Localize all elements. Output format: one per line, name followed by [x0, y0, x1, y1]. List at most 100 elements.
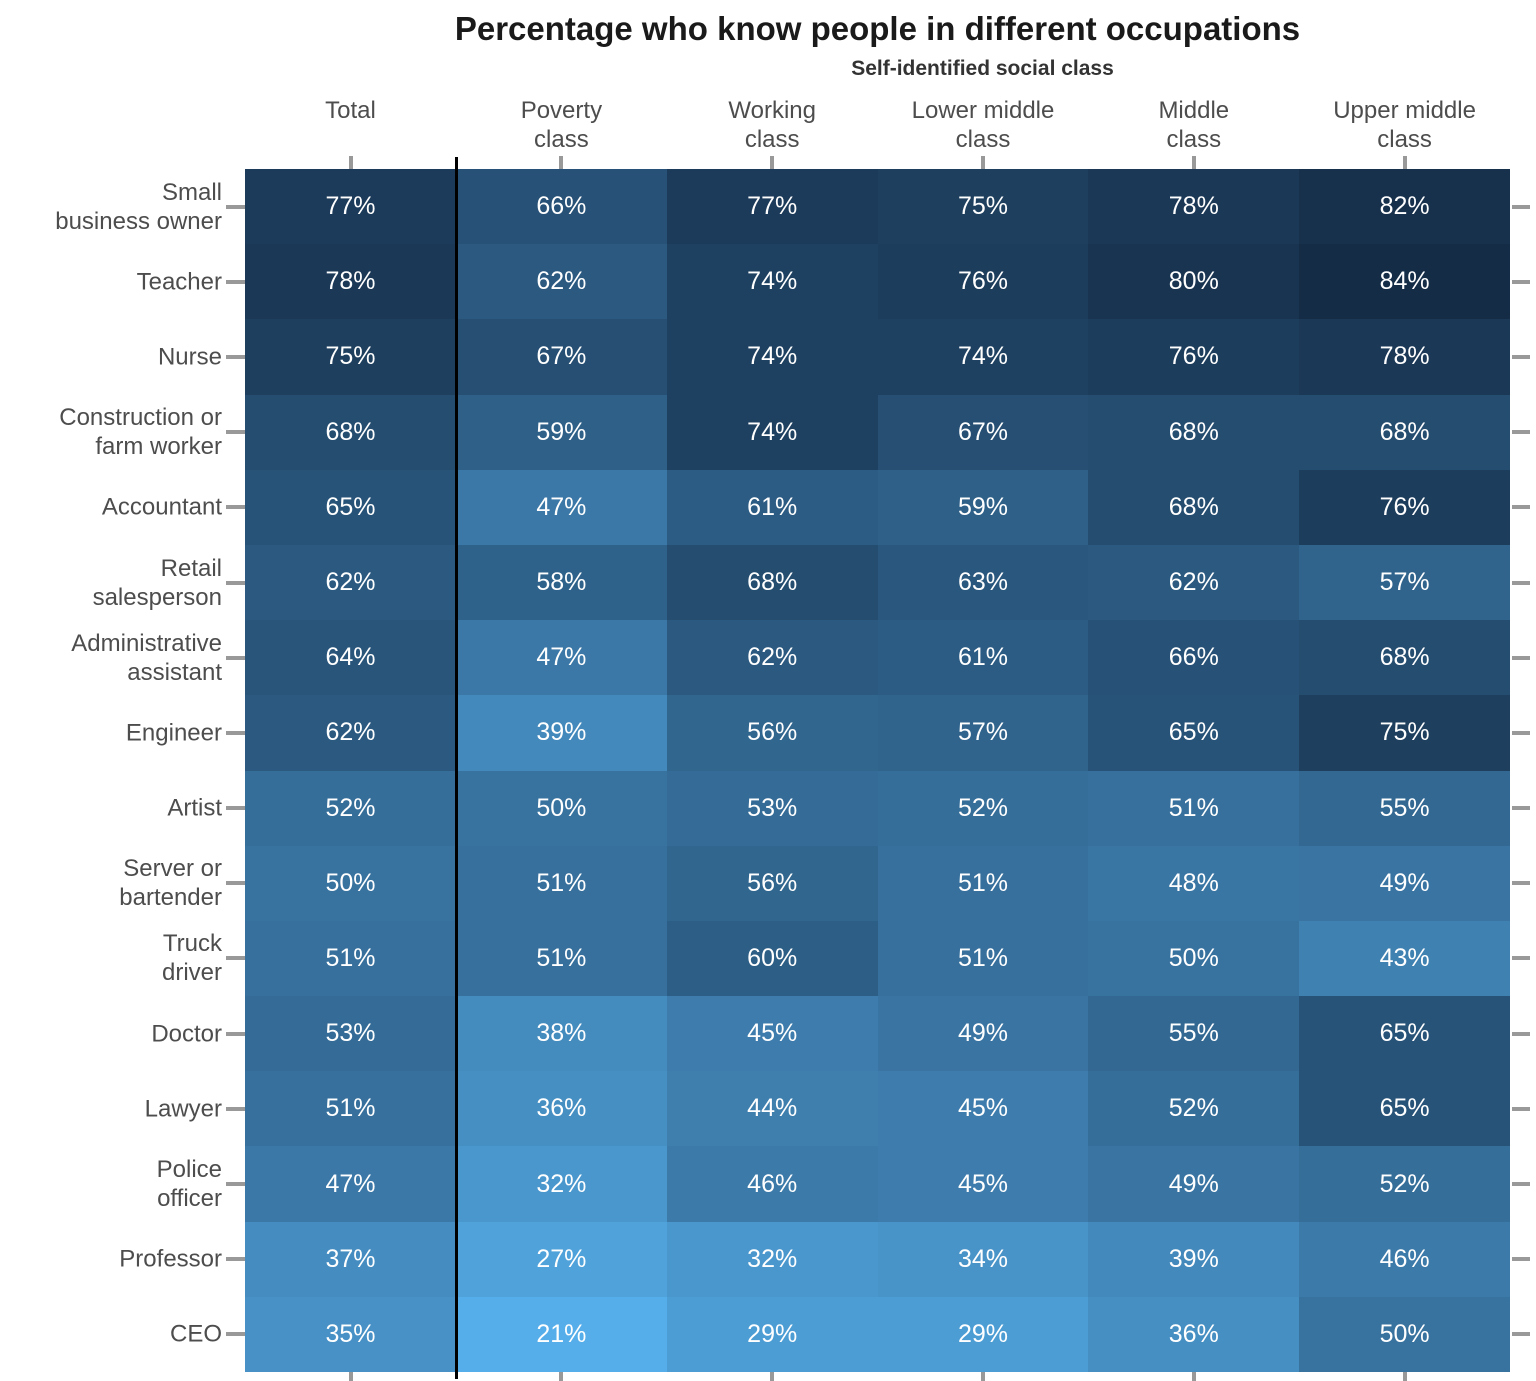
- tick-mark-right: [1512, 204, 1530, 209]
- tick-mark-right: [1512, 580, 1530, 585]
- tick-mark-right: [1512, 1332, 1530, 1337]
- heatmap-cell: 45%: [877, 1071, 1089, 1147]
- heatmap-cell: 62%: [1088, 544, 1300, 621]
- tick-mark-left: [226, 1182, 245, 1187]
- heatmap-cell: 78%: [1088, 169, 1300, 245]
- heatmap-cell: 74%: [666, 319, 878, 395]
- heatmap-cell: 62%: [666, 620, 878, 696]
- heatmap-cell: 68%: [666, 544, 878, 621]
- heatmap-cell: 29%: [877, 1296, 1089, 1372]
- heatmap-cell: 68%: [1088, 394, 1300, 470]
- heatmap-cell: 80%: [1088, 244, 1300, 320]
- heatmap-cell: 68%: [1299, 394, 1510, 470]
- heatmap-cell: 55%: [1299, 770, 1510, 846]
- tick-mark-left: [226, 1031, 245, 1036]
- tick-mark-top: [559, 156, 564, 169]
- heatmap-cell: 61%: [877, 620, 1089, 696]
- heatmap-cell: 53%: [666, 770, 878, 846]
- column-header: Total: [325, 97, 376, 124]
- heatmap-cell: 39%: [1088, 1221, 1300, 1297]
- tick-mark-top: [1191, 156, 1196, 169]
- heatmap-cell: 67%: [877, 394, 1089, 470]
- row-label: Professor: [119, 1245, 222, 1273]
- heatmap-cell: 62%: [245, 695, 456, 771]
- column-header: Upper middle class: [1333, 97, 1476, 153]
- heatmap-cell: 49%: [1088, 1146, 1300, 1222]
- heatmap-cell: 37%: [245, 1221, 456, 1297]
- heatmap-cell: 76%: [1299, 469, 1510, 545]
- row-label: Lawyer: [144, 1095, 222, 1123]
- tick-mark-bottom: [1402, 1372, 1407, 1381]
- column-header: Poverty class: [520, 97, 603, 153]
- heatmap-cell: 51%: [456, 920, 667, 997]
- heatmap-cell: 38%: [456, 996, 667, 1072]
- heatmap-cell: 51%: [456, 845, 667, 921]
- tick-mark-top: [981, 156, 985, 169]
- row-label: Engineer: [125, 719, 222, 747]
- tick-mark-bottom: [770, 1372, 775, 1381]
- tick-mark-left: [226, 1332, 245, 1337]
- heatmap-cell: 78%: [245, 244, 456, 320]
- tick-mark-bottom: [348, 1372, 353, 1381]
- tick-mark-right: [1512, 1257, 1530, 1262]
- chart-subtitle: Self-identified social class: [851, 57, 1114, 80]
- heatmap-cell: 57%: [877, 695, 1089, 771]
- row-label: Teacher: [136, 268, 222, 296]
- heatmap-cell: 65%: [1299, 1071, 1510, 1147]
- row-label: Administrative assistant: [71, 629, 222, 686]
- heatmap-cell: 32%: [456, 1146, 667, 1222]
- heatmap-cell: 29%: [666, 1296, 878, 1372]
- heatmap-cell: 51%: [245, 1071, 456, 1147]
- heatmap-cell: 46%: [1299, 1221, 1510, 1297]
- heatmap-cell: 50%: [456, 770, 667, 846]
- heatmap-cell: 49%: [877, 996, 1089, 1072]
- tick-mark-right: [1512, 279, 1530, 284]
- heatmap-cell: 50%: [1299, 1296, 1510, 1372]
- heatmap-cell: 51%: [245, 920, 456, 997]
- tick-mark-bottom: [981, 1372, 985, 1381]
- tick-mark-top: [348, 156, 353, 169]
- heatmap-cell: 45%: [877, 1146, 1089, 1222]
- heatmap-cell: 55%: [1088, 996, 1300, 1072]
- heatmap-cell: 44%: [666, 1071, 878, 1147]
- heatmap-cell: 47%: [456, 469, 667, 545]
- tick-mark-bottom: [559, 1372, 564, 1381]
- row-label: Server or bartender: [119, 855, 222, 912]
- heatmap-cell: 65%: [1088, 695, 1300, 771]
- heatmap-cell: 27%: [456, 1221, 667, 1297]
- heatmap-cell: 51%: [1088, 770, 1300, 846]
- tick-mark-top: [770, 156, 775, 169]
- heatmap-cell: 75%: [1299, 695, 1510, 771]
- tick-mark-left: [226, 204, 245, 209]
- tick-mark-left: [226, 430, 245, 435]
- heatmap-cell: 65%: [245, 469, 456, 545]
- tick-mark-right: [1512, 956, 1530, 961]
- heatmap-cell: 36%: [456, 1071, 667, 1147]
- heatmap-cell: 68%: [245, 394, 456, 470]
- heatmap-cell: 68%: [1299, 620, 1510, 696]
- heatmap-cell: 76%: [1088, 319, 1300, 395]
- heatmap-cell: 39%: [456, 695, 667, 771]
- heatmap-cell: 57%: [1299, 544, 1510, 621]
- heatmap-cell: 56%: [666, 695, 878, 771]
- tick-mark-left: [226, 580, 245, 585]
- heatmap-cell: 21%: [456, 1296, 667, 1372]
- tick-mark-right: [1512, 505, 1530, 510]
- heatmap-cell: 52%: [245, 770, 456, 846]
- heatmap-cell: 65%: [1299, 996, 1510, 1072]
- tick-mark-bottom: [1191, 1372, 1196, 1381]
- heatmap-cell: 74%: [877, 319, 1089, 395]
- heatmap-cell: 67%: [456, 319, 667, 395]
- heatmap-cell: 61%: [666, 469, 878, 545]
- heatmap-cell: 43%: [1299, 920, 1510, 997]
- heatmap-cell: 74%: [666, 244, 878, 320]
- heatmap-cell: 59%: [456, 394, 667, 470]
- tick-mark-right: [1512, 730, 1530, 735]
- tick-mark-left: [226, 354, 245, 359]
- row-label: Artist: [167, 794, 222, 822]
- heatmap-cell: 60%: [666, 920, 878, 997]
- heatmap-cell: 77%: [666, 169, 878, 245]
- heatmap-cell: 50%: [245, 845, 456, 921]
- tick-mark-right: [1512, 430, 1530, 435]
- heatmap-cell: 52%: [877, 770, 1089, 846]
